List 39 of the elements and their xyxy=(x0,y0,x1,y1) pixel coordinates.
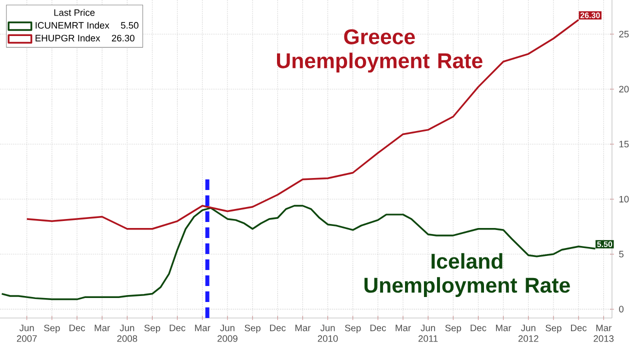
x-tick-label: Jun 2010 xyxy=(318,324,338,342)
x-tick-label: Dec xyxy=(270,324,286,332)
x-tick-label: Sep xyxy=(546,324,562,334)
x-tick-label: Dec xyxy=(370,324,386,332)
x-tick-label: Sep xyxy=(445,324,462,334)
text: 5.50 xyxy=(120,22,138,29)
x-tick-label: Dec xyxy=(470,324,486,332)
x-tick-label: Mar xyxy=(496,324,512,332)
x-tick-label: Mar xyxy=(195,324,210,332)
x-tick-label: Dec xyxy=(571,324,587,332)
x-tick-label: Sep xyxy=(344,324,361,334)
annotation: Iceland Unemployment Rate xyxy=(364,253,570,298)
y-tick-label: 25 xyxy=(619,30,629,38)
x-tick-label: Dec xyxy=(69,324,86,332)
y-tick-label: 0 xyxy=(619,306,624,312)
x-tick-label: Jun 2012 xyxy=(518,324,538,342)
x-tick-label: Jun 2007 xyxy=(16,324,37,342)
x-tick-label: Dec xyxy=(170,324,186,332)
data-label: 26.30 xyxy=(580,12,600,18)
x-tick-label: Mar xyxy=(94,324,110,332)
x-tick-label: Jun 2009 xyxy=(218,324,238,342)
x-tick-label: Mar 2013 xyxy=(594,324,614,342)
x-tick-label: Mar xyxy=(295,324,311,332)
x-tick-label: Sep xyxy=(144,324,160,334)
annotation: Greece Unemployment Rate xyxy=(276,29,482,73)
y-tick-label: 10 xyxy=(619,196,629,202)
legend-title: Last Price xyxy=(54,9,95,16)
text: 26.30 xyxy=(112,34,134,42)
x-tick-label: Sep xyxy=(244,324,260,334)
y-tick-label: 5 xyxy=(619,250,624,258)
x-tick-label: Sep xyxy=(44,324,60,334)
y-tick-label: 15 xyxy=(619,140,629,148)
legend-label: EHUPGR Index xyxy=(36,34,100,42)
x-tick-label: Jun 2011 xyxy=(418,324,438,342)
x-tick-label: Mar xyxy=(396,324,411,332)
legend-label: ICUNEMRT Index xyxy=(36,22,110,29)
data-label: 5.50 xyxy=(597,241,612,248)
x-tick-label: Jun 2008 xyxy=(117,324,138,342)
y-tick-label: 20 xyxy=(619,86,629,92)
